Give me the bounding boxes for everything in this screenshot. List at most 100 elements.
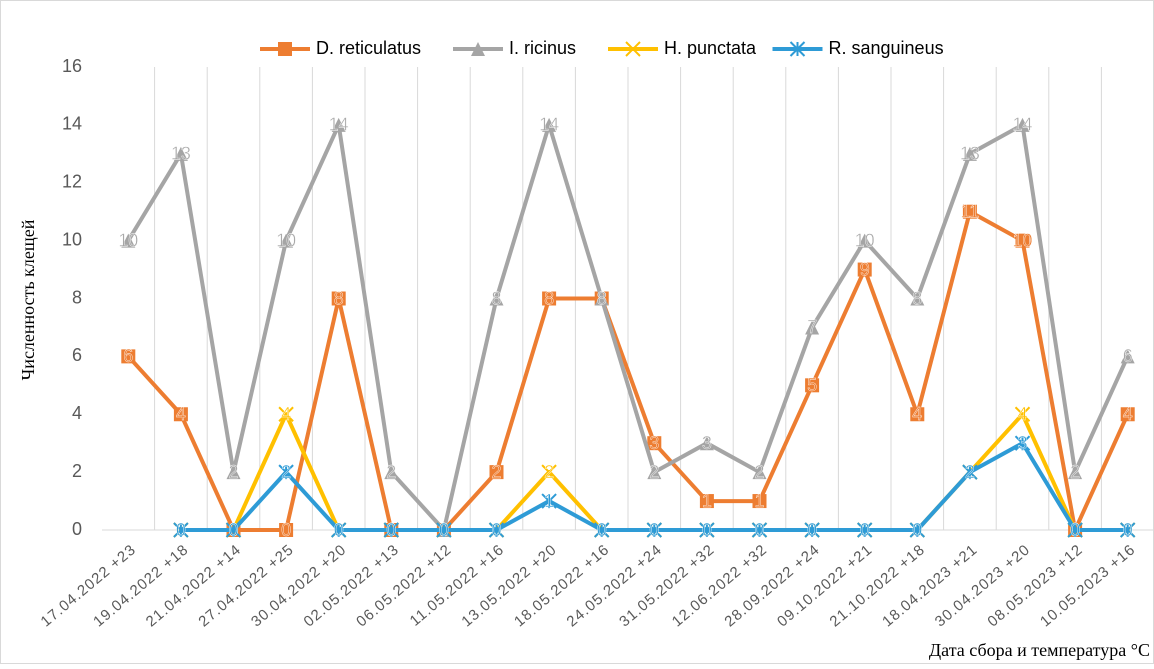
marker bbox=[805, 320, 820, 335]
data-label: 0 bbox=[386, 520, 396, 540]
marker bbox=[330, 522, 347, 538]
marker bbox=[1120, 407, 1135, 422]
y-tick-label: 2 bbox=[72, 461, 82, 481]
marker bbox=[910, 407, 925, 422]
data-label: 8 bbox=[544, 288, 554, 308]
data-label: 4 bbox=[281, 404, 291, 424]
data-label: 7 bbox=[807, 317, 817, 337]
marker bbox=[857, 233, 872, 248]
data-label: 10 bbox=[855, 230, 875, 250]
marker bbox=[1120, 349, 1135, 364]
marker bbox=[278, 42, 292, 56]
series-line bbox=[126, 209, 1130, 532]
marker bbox=[856, 522, 873, 538]
data-label: 4 bbox=[1123, 404, 1133, 424]
marker bbox=[542, 291, 557, 306]
data-label: 8 bbox=[597, 288, 607, 308]
marker bbox=[471, 42, 485, 56]
marker bbox=[1068, 465, 1083, 480]
data-label: 13 bbox=[960, 144, 980, 164]
data-label: 10 bbox=[1012, 230, 1032, 250]
series: 1013210142081482327108131426 bbox=[118, 114, 1135, 540]
marker bbox=[488, 522, 505, 538]
data-label: 1 bbox=[702, 491, 712, 511]
marker bbox=[962, 204, 977, 219]
y-tick-label: 4 bbox=[72, 403, 82, 423]
marker bbox=[541, 464, 557, 480]
marker bbox=[1119, 522, 1136, 538]
marker bbox=[331, 291, 346, 306]
series: 0 0 2 0 0 0 0 1 0 0 0 0 0 0 0 2 3 0 0 bbox=[173, 433, 1136, 540]
data-label: 10 bbox=[276, 230, 296, 250]
y-tick-label: 0 bbox=[72, 519, 82, 539]
y-tick-label: 16 bbox=[62, 56, 82, 76]
marker bbox=[699, 494, 714, 509]
data-label: 2 bbox=[281, 462, 291, 482]
data-label: 3 bbox=[1017, 433, 1027, 453]
data-label: 14 bbox=[539, 115, 559, 135]
marker bbox=[542, 117, 557, 132]
marker bbox=[751, 522, 768, 538]
marker bbox=[541, 493, 557, 509]
data-label: 0 bbox=[754, 520, 764, 540]
series-line bbox=[126, 122, 1130, 532]
data-label: 1 bbox=[544, 491, 554, 511]
marker bbox=[489, 465, 504, 480]
marker bbox=[1014, 435, 1031, 451]
data-label: 2 bbox=[491, 462, 501, 482]
marker bbox=[331, 117, 346, 132]
data-label: 3 bbox=[702, 433, 712, 453]
data-label: 14 bbox=[1012, 115, 1032, 135]
marker bbox=[647, 465, 662, 480]
marker bbox=[278, 464, 294, 480]
marker bbox=[804, 522, 820, 538]
marker bbox=[752, 494, 767, 509]
data-label: 4 bbox=[1017, 404, 1027, 424]
marker bbox=[699, 522, 715, 538]
y-tick-label: 6 bbox=[72, 345, 82, 365]
y-tick-label: 14 bbox=[62, 114, 82, 134]
data-label: 0 bbox=[807, 520, 817, 540]
data-label: 0 bbox=[912, 520, 922, 540]
data-label: 10 bbox=[118, 230, 138, 250]
data-label: 8 bbox=[491, 288, 501, 308]
data-label: 0 bbox=[860, 520, 870, 540]
data-label: 2 bbox=[754, 462, 764, 482]
marker bbox=[962, 146, 977, 161]
marker bbox=[647, 436, 662, 451]
data-label: 0 bbox=[1123, 520, 1133, 540]
marker bbox=[121, 233, 136, 248]
data-label: 4 bbox=[912, 404, 922, 424]
data-label: 0 bbox=[228, 520, 238, 540]
data-label: 0 bbox=[1070, 520, 1080, 540]
data-label: 11 bbox=[961, 201, 980, 221]
marker bbox=[646, 522, 663, 538]
marker bbox=[278, 406, 294, 422]
marker bbox=[173, 407, 188, 422]
marker bbox=[225, 522, 242, 538]
marker bbox=[279, 523, 294, 537]
x-axis-title: Дата сбора и температура °C bbox=[929, 640, 1150, 660]
data-label: 13 bbox=[171, 144, 191, 164]
data-label: 5 bbox=[807, 375, 817, 395]
data-label: 1 bbox=[754, 491, 764, 511]
data-label: 0 bbox=[491, 520, 501, 540]
data-label: 2 bbox=[228, 462, 238, 482]
marker bbox=[226, 465, 241, 480]
marker bbox=[173, 522, 189, 538]
data-label: 2 bbox=[965, 462, 975, 482]
data-label: 6 bbox=[123, 346, 133, 366]
data-label: 8 bbox=[334, 288, 344, 308]
data-label: 6 bbox=[1123, 346, 1133, 366]
data-label: 2 bbox=[649, 462, 659, 482]
legend-label: H. punctata bbox=[664, 38, 757, 58]
data-label: 14 bbox=[329, 115, 349, 135]
data-label: 2 bbox=[1070, 462, 1080, 482]
marker bbox=[909, 522, 926, 538]
legend-label: I. ricinus bbox=[509, 38, 576, 58]
y-tick-label: 10 bbox=[62, 229, 82, 249]
marker bbox=[699, 436, 714, 451]
marker bbox=[625, 41, 641, 57]
data-label: 0 bbox=[281, 520, 291, 540]
